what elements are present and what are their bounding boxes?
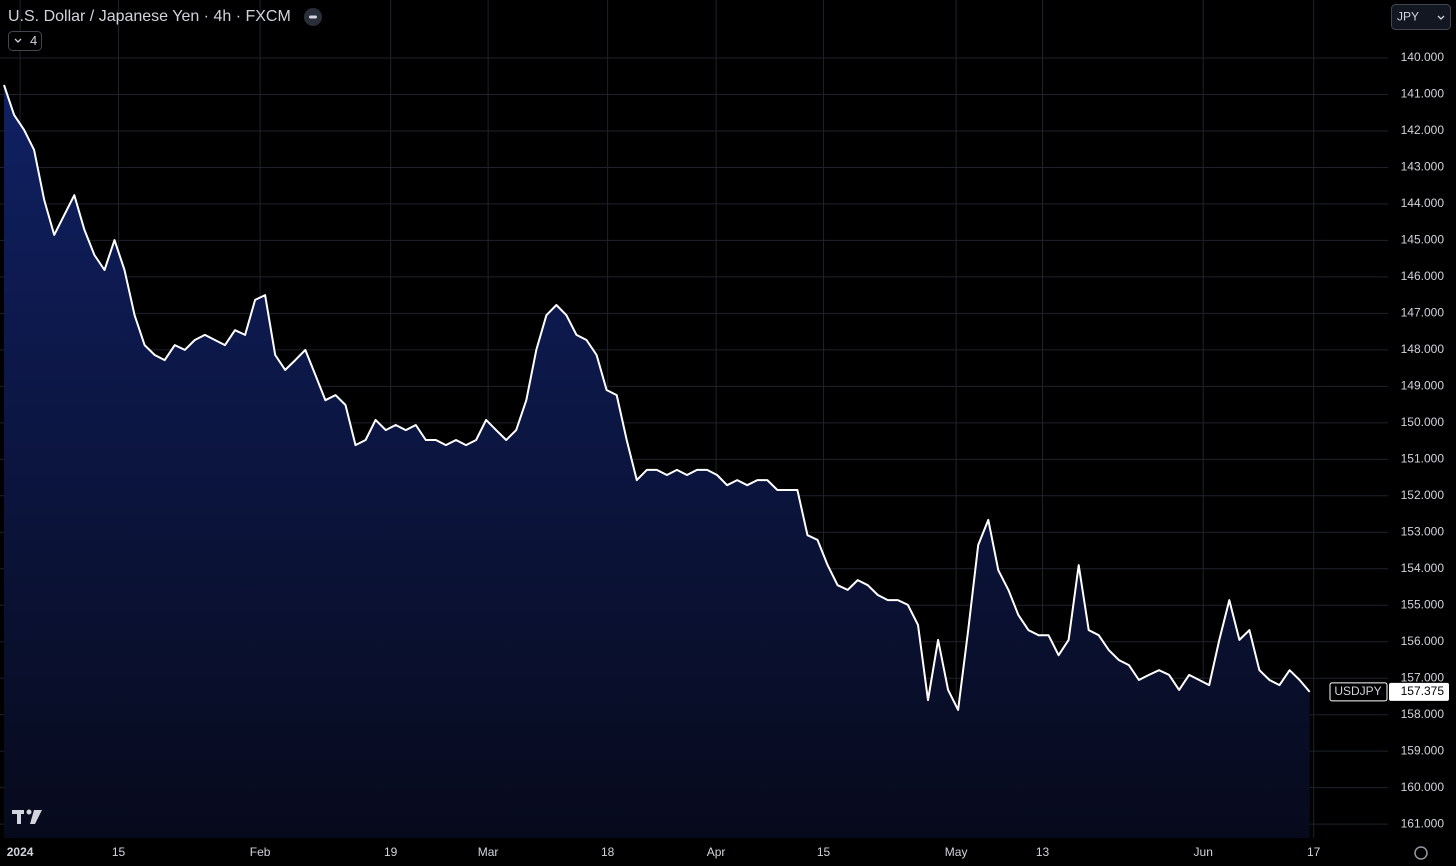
x-tick-label: May xyxy=(945,845,968,859)
y-tick-label: 154.000 xyxy=(1401,561,1445,575)
currency-button[interactable] xyxy=(1391,4,1451,30)
currency-label: JPY xyxy=(1397,10,1419,24)
x-tick-label: 19 xyxy=(384,845,398,859)
x-tick-label: Mar xyxy=(478,845,499,859)
x-tick-label: Jun xyxy=(1194,845,1213,859)
x-tick-label: Apr xyxy=(707,845,726,859)
price-line xyxy=(3,84,1311,711)
symbol-tag-bg xyxy=(1329,682,1388,702)
y-tick-label: 142.000 xyxy=(1401,123,1445,137)
x-tick-label: 18 xyxy=(601,845,615,859)
y-tick-label: 155.000 xyxy=(1401,597,1445,611)
symbol-tag: USDJPY xyxy=(1334,684,1381,698)
x-tick-label: 17 xyxy=(1307,845,1321,859)
y-tick-label: 141.000 xyxy=(1401,87,1445,101)
chevron xyxy=(14,38,22,43)
x-tick-label: 15 xyxy=(112,845,126,859)
settings-button[interactable] xyxy=(1414,846,1428,860)
y-tick-label: 147.000 xyxy=(1401,306,1445,320)
y-tick-label: 146.000 xyxy=(1401,269,1445,283)
x-tick-label: 15 xyxy=(817,845,831,859)
y-tick-label: 151.000 xyxy=(1401,451,1445,465)
x-tick-label: 13 xyxy=(1036,845,1050,859)
y-tick-label: 153.000 xyxy=(1401,524,1445,538)
area-fill xyxy=(4,85,1310,838)
y-tick-label: 148.000 xyxy=(1401,342,1445,356)
axes: 140.000 141.000 142.000 143.000 144.000 145.0… xyxy=(7,50,1449,859)
y-tick-label: 159.000 xyxy=(1401,743,1445,757)
y-tick-label: 158.000 xyxy=(1401,707,1445,721)
y-tick-label: 140.000 xyxy=(1401,50,1445,64)
last-price-bg xyxy=(1389,682,1449,701)
logo-part xyxy=(26,809,32,815)
chart-title: U.S. Dollar / Japanese Yen · 4h · FXCM xyxy=(8,8,291,25)
logo-part xyxy=(30,810,42,824)
y-tick-label: 150.000 xyxy=(1401,415,1445,429)
y-tick-label: 149.000 xyxy=(1401,379,1445,393)
y-tick-label: 152.000 xyxy=(1401,488,1445,502)
logo xyxy=(12,809,42,824)
plot xyxy=(3,84,1311,838)
y-tick-label: 144.000 xyxy=(1401,196,1445,210)
y-tick-label: 157.000 xyxy=(1401,670,1445,684)
last-price-label: 157.375 xyxy=(1401,684,1445,698)
y-tick-label: 161.000 xyxy=(1401,816,1445,830)
collapse-icon xyxy=(309,15,317,19)
y-tick-label: 156.000 xyxy=(1401,634,1445,648)
x-tick-label: Feb xyxy=(250,845,271,859)
y-tick-label: 143.000 xyxy=(1401,160,1445,174)
indicator-count: 4 xyxy=(30,33,37,48)
y-tick-label: 145.000 xyxy=(1401,233,1445,247)
x-tick-label: 2024 xyxy=(7,845,34,859)
y-tick-label: 160.000 xyxy=(1401,780,1445,794)
logo-part xyxy=(17,810,21,824)
indicator-toggle[interactable] xyxy=(8,31,42,51)
chevron xyxy=(1437,15,1445,20)
